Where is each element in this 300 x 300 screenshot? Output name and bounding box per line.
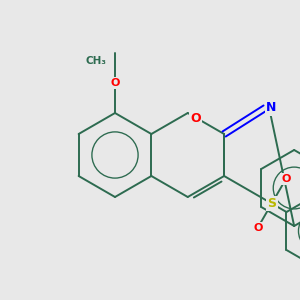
Text: O: O (190, 112, 201, 124)
Text: S: S (267, 197, 276, 210)
Text: CH₃: CH₃ (86, 56, 107, 66)
Text: N: N (266, 101, 276, 115)
Text: O: O (110, 78, 120, 88)
Text: O: O (281, 174, 290, 184)
Text: O: O (253, 223, 262, 233)
